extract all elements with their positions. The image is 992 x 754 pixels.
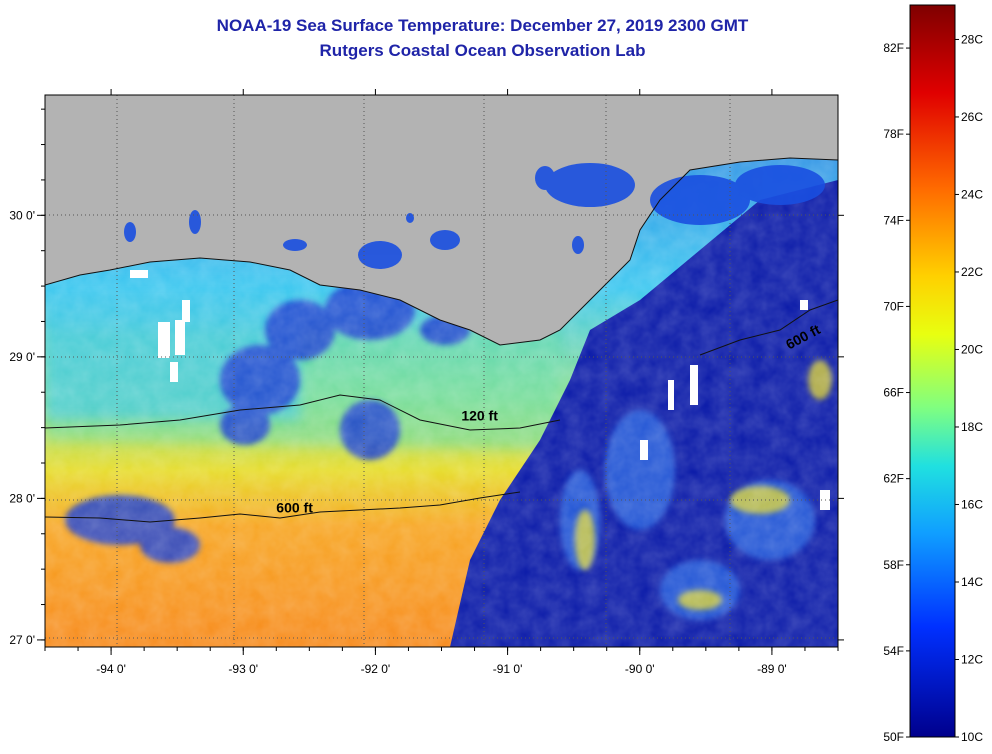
lon-tick-label: -90 0'	[625, 662, 655, 676]
colorbar-f-label: 70F	[883, 299, 904, 313]
isobath-600ft-east	[699, 299, 838, 356]
colorbar-f-label: 74F	[883, 213, 904, 227]
colorbar-c-label: 10C	[961, 730, 983, 744]
inland-water	[124, 163, 825, 269]
land-mass	[45, 95, 838, 345]
colorbar-c-label: 26C	[961, 110, 983, 124]
lat-tick-label: 28 0'	[9, 491, 35, 505]
colorbar-f-label: 58F	[883, 558, 904, 572]
lon-tick-label: -93 0'	[228, 662, 258, 676]
colorbar-f-label: 66F	[883, 386, 904, 400]
colorbar-f-label: 54F	[883, 644, 904, 658]
latitude-axis: 27 0' 28 0' 29 0' 30 0'	[9, 108, 844, 647]
colorbar-c-label: 24C	[961, 187, 983, 201]
colorbar-c-label: 12C	[961, 652, 983, 666]
lon-tick-label: -94 0'	[96, 662, 126, 676]
lon-tick-label: -92 0'	[361, 662, 391, 676]
lat-tick-label: 30 0'	[9, 208, 35, 222]
colorbar-f-label: 78F	[883, 127, 904, 141]
map-subtitle: Rutgers Coastal Ocean Observation Lab	[319, 41, 646, 60]
colorbar-fahrenheit-labels: 82F 78F 74F 70F 66F 62F 58F 54F 50F	[883, 41, 910, 744]
colorbar-c-label: 14C	[961, 575, 983, 589]
colorbar	[909, 4, 956, 738]
colorbar-c-label: 18C	[961, 420, 983, 434]
colorbar-f-label: 82F	[883, 41, 904, 55]
colorbar-celsius-labels: 28C 26C 24C 22C 20C 18C 16C 14C 12C 10C	[955, 32, 983, 744]
grid-lines	[45, 95, 838, 647]
lat-tick-label: 27 0'	[9, 633, 35, 647]
lon-tick-label: -91 0'	[493, 662, 523, 676]
isobath-label: 120 ft	[461, 408, 498, 424]
lat-tick-label: 29 0'	[9, 350, 35, 364]
colorbar-f-label: 50F	[883, 730, 904, 744]
longitude-axis: -94 0' -93 0' -92 0' -91 0' -90 0' -89 0'	[44, 89, 839, 676]
isobath-label: 600 ft	[276, 500, 313, 516]
cloud-mask	[130, 270, 830, 510]
isobath-120ft	[45, 394, 561, 431]
colorbar-c-label: 16C	[961, 497, 983, 511]
colorbar-c-label: 28C	[961, 32, 983, 46]
coastline	[45, 157, 838, 346]
lon-tick-label: -89 0'	[757, 662, 787, 676]
colorbar-c-label: 22C	[961, 265, 983, 279]
map-title: NOAA-19 Sea Surface Temperature: Decembe…	[216, 16, 749, 35]
isobath-600ft-west	[45, 491, 521, 523]
colorbar-c-label: 20C	[961, 342, 983, 356]
colorbar-f-label: 62F	[883, 472, 904, 486]
